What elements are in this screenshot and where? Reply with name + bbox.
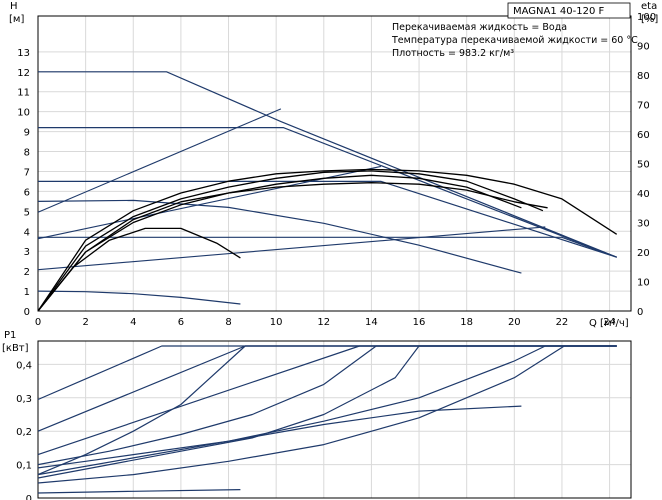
power-curve-2 — [37, 345, 617, 432]
y-right-tick-label: 0 — [637, 307, 643, 318]
pump-title-box — [507, 2, 631, 19]
x-tick-label: 22 — [556, 317, 569, 328]
x-tick-label: 20 — [508, 317, 521, 328]
head-curve-3 — [38, 180, 617, 258]
y-right-tick-label: 50 — [637, 160, 650, 171]
y-right-axis-unit: [%] — [641, 14, 658, 25]
y-left-tick-label: 10 — [17, 108, 30, 119]
lower-plot-frame — [37, 340, 632, 499]
y-right-tick-label: 10 — [637, 278, 650, 289]
pump-title: MAGNA1 40-120 F — [513, 6, 605, 17]
x-tick-label: 16 — [413, 317, 426, 328]
efficiency-curve-2 — [37, 170, 544, 312]
x-tick-label: 0 — [35, 317, 41, 328]
y-right-tick-labels: 0 10 20 30 40 50 60 70 80 90 100 — [637, 12, 656, 318]
y-left-tick-label: 13 — [17, 48, 30, 59]
y-left-tick-label: 5 — [24, 207, 30, 218]
head-curve-1 — [38, 71, 617, 258]
y-left-axis-label: H — [10, 1, 18, 12]
power-curves — [37, 345, 617, 494]
head-curve-6 — [37, 290, 241, 305]
info-line-density: Плотность = 983.2 кг/м³ — [392, 48, 514, 59]
x-tick-label: 6 — [178, 317, 184, 328]
efficiency-curves — [37, 168, 618, 312]
y-left-tick-label: 7 — [24, 167, 30, 178]
efficiency-reference-line-2 — [37, 165, 382, 240]
y-right-tick-label: 80 — [637, 71, 650, 82]
y-left-tick-label: 4 — [24, 227, 30, 238]
efficiency-curve-4 — [37, 182, 548, 312]
efficiency-reference-line-1 — [37, 108, 282, 213]
power-y-tick-labels: 0 0,1 0,2 0,3 0,4 — [16, 360, 32, 500]
x-tick-label: 4 — [130, 317, 136, 328]
y-left-tick-label: 12 — [17, 68, 30, 79]
info-line-liquid: Перекачиваемая жидкость = Вода — [392, 22, 567, 33]
y-right-axis-label: eta — [641, 1, 657, 12]
y-right-tick-label: 20 — [637, 248, 650, 259]
x-tick-label: 12 — [317, 317, 330, 328]
y-left-axis-unit: [м] — [9, 14, 24, 25]
y-right-tick-label: 90 — [637, 42, 650, 53]
lower-grid — [37, 341, 631, 499]
x-tick-label: 10 — [270, 317, 283, 328]
power-curve-9 — [37, 405, 522, 469]
power-y-tick-label: 0,3 — [16, 394, 32, 405]
y-left-tick-label: 11 — [17, 88, 30, 99]
x-axis-label: Q [м³/ч] — [589, 318, 629, 329]
power-axis-label: P1 — [4, 330, 16, 341]
head-curves — [37, 71, 617, 305]
y-left-tick-label: 8 — [24, 148, 30, 159]
x-tick-label: 24 — [603, 317, 616, 328]
x-tick-labels: 0 2 4 6 8 10 12 14 16 18 20 22 24 — [35, 317, 616, 328]
y-left-tick-label: 6 — [24, 187, 30, 198]
x-tick-label: 18 — [460, 317, 473, 328]
efficiency-curve-3 — [37, 174, 522, 312]
power-y-tick-label: 0,2 — [16, 427, 32, 438]
efficiency-reference-line-3 — [37, 226, 546, 271]
upper-grid — [37, 16, 631, 312]
power-curve-10 — [37, 489, 241, 494]
y-right-tick-label: 30 — [637, 219, 650, 230]
power-curve-6 — [37, 345, 617, 479]
power-axis-unit: [кВт] — [2, 343, 29, 354]
y-left-tick-label: 9 — [24, 128, 30, 139]
x-tick-label: 2 — [82, 317, 88, 328]
power-curve-3 — [37, 345, 617, 476]
efficiency-curve-1 — [37, 168, 618, 312]
y-left-tick-label: 3 — [24, 247, 30, 258]
power-y-tick-label: 0,1 — [16, 461, 32, 472]
power-y-tick-label: 0,4 — [16, 360, 32, 371]
power-curve-8 — [37, 345, 617, 484]
lower-panel: 0 0,1 0,2 0,3 0,4 P1 [кВт] — [2, 330, 632, 500]
y-left-tick-label: 1 — [24, 287, 30, 298]
y-right-tick-label: 40 — [637, 189, 650, 200]
power-curve-7 — [37, 345, 617, 476]
power-y-tick-label: 0 — [26, 494, 32, 500]
head-curve-4 — [38, 236, 617, 258]
y-right-tick-label: 100 — [637, 12, 656, 23]
efficiency-curve-5 — [37, 227, 241, 312]
y-left-tick-label: 2 — [24, 267, 30, 278]
power-curve-5 — [37, 345, 617, 466]
x-tick-label: 8 — [225, 317, 231, 328]
efficiency-reference-lines — [37, 108, 546, 271]
y-left-tick-label: 0 — [24, 307, 30, 318]
x-tick-label: 14 — [365, 317, 378, 328]
upper-panel: 0 2 4 6 8 10 12 14 16 18 20 22 24 012345678910111213… — [9, 1, 658, 329]
upper-plot-frame — [37, 15, 632, 312]
y-right-tick-label: 70 — [637, 101, 650, 112]
info-line-temperature: Температура перекачиваемой жидкости = 60… — [391, 35, 638, 46]
head-curve-5 — [37, 199, 522, 274]
head-curve-2 — [38, 126, 617, 258]
y-right-tick-label: 60 — [637, 130, 650, 141]
